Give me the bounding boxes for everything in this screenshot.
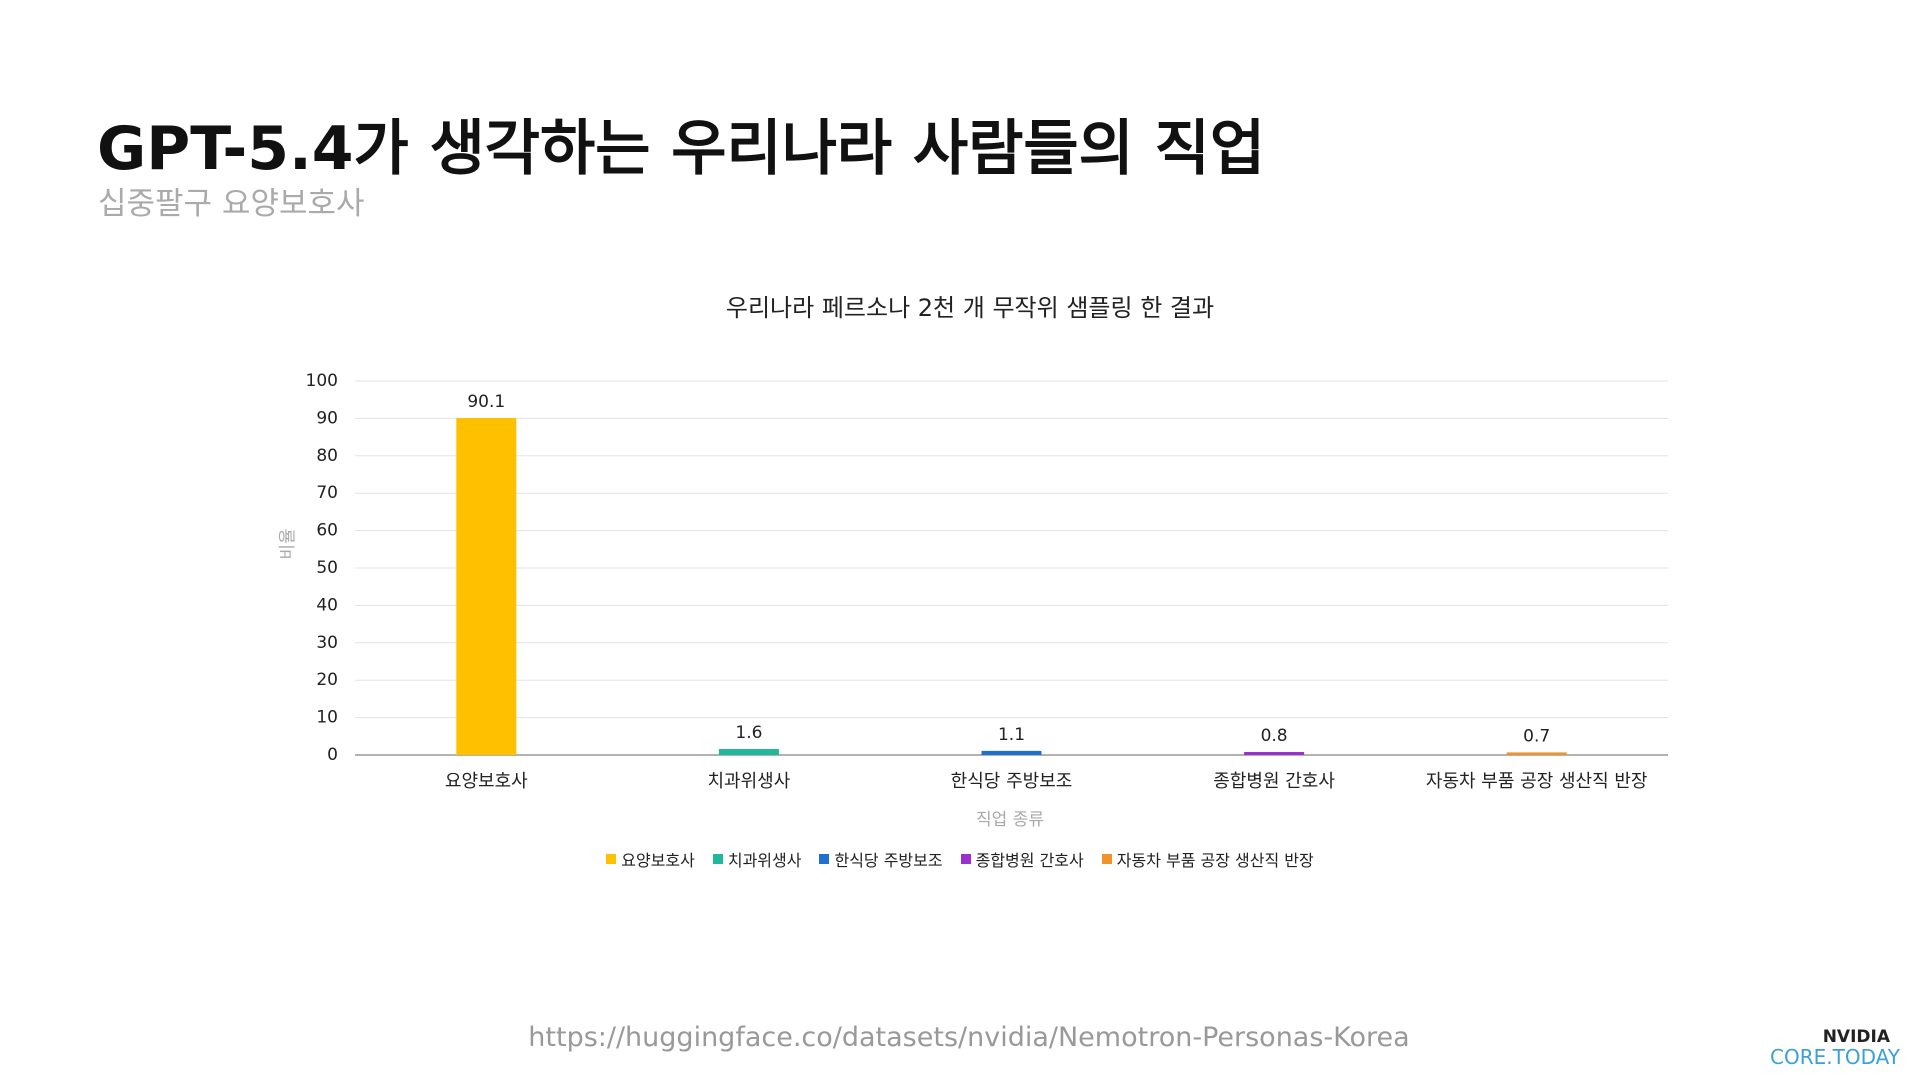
x-tick-label: 요양보호사 (445, 771, 528, 792)
legend-swatch (606, 854, 617, 864)
y-tick-label: 0 (327, 745, 338, 765)
legend-label: 자동차 부품 공장 생산직 반장 (1116, 851, 1314, 870)
x-tick-label: 종합병원 간호사 (1213, 771, 1335, 792)
y-tick-label: 10 (316, 708, 338, 728)
legend-item: 한식당 주방보조 (819, 847, 943, 871)
value-label: 0.8 (1261, 726, 1288, 746)
bar (718, 749, 779, 755)
value-label: 1.1 (998, 725, 1025, 745)
bar (1244, 752, 1305, 755)
y-tick-label: 90 (316, 408, 338, 428)
y-axis-label: 비율 (278, 528, 298, 559)
value-label: 90.1 (467, 392, 505, 412)
x-tick-label: 치과위생사 (707, 771, 790, 792)
y-tick-label: 30 (316, 633, 338, 653)
y-tick-label: 60 (316, 521, 338, 541)
legend-swatch (1101, 854, 1112, 864)
legend-item: 요양보호사 (606, 847, 695, 871)
value-label: 1.6 (735, 723, 762, 743)
legend-label: 한식당 주방보조 (834, 851, 943, 870)
legend-label: 종합병원 간호사 (975, 851, 1084, 870)
legend: 요양보호사 치과위생사 한식당 주방보조 종합병원 간호사 자동차 부품 공장 생산직 … (0, 847, 1920, 871)
legend-label: 요양보호사 (621, 851, 695, 870)
value-label: 0.7 (1523, 726, 1550, 746)
x-axis-label: 직업 종류 (976, 810, 1044, 830)
y-tick-label: 20 (316, 670, 338, 690)
x-tick-label: 자동차 부품 공장 생산직 반장 (1426, 771, 1648, 792)
legend-item: 종합병원 간호사 (960, 847, 1084, 871)
logo-text: NVIDIA (1822, 1027, 1890, 1047)
legend-swatch (712, 854, 723, 864)
legend-swatch (960, 854, 971, 864)
legend-item: 치과위생사 (712, 847, 802, 871)
y-tick-label: 40 (316, 595, 338, 615)
y-tick-label: 50 (316, 558, 338, 578)
bar (981, 750, 1042, 755)
y-tick-label: 70 (316, 483, 338, 503)
page-subtitle: 십중팔구 요양보호사 (98, 186, 365, 222)
legend-label: 치과위생사 (727, 851, 802, 870)
y-tick-label: 80 (316, 446, 338, 466)
x-tick-label: 한식당 주방보조 (951, 771, 1073, 792)
chart-title: 우리나라 페르소나 2천 개 무작위 샘플링 한 결과 (726, 294, 1214, 322)
source-url: https://huggingface.co/datasets/nvidia/N… (528, 1022, 1410, 1053)
bar (456, 418, 517, 755)
bar (1506, 752, 1567, 755)
legend-item: 자동차 부품 공장 생산직 반장 (1101, 847, 1314, 871)
y-tick-label: 100 (306, 371, 338, 391)
logo-text: CORE.TODAY (1770, 1045, 1900, 1069)
page-title: GPT-5.4가 생각하는 우리나라 사람들의 직업 (97, 114, 1266, 184)
legend-swatch (819, 854, 830, 864)
